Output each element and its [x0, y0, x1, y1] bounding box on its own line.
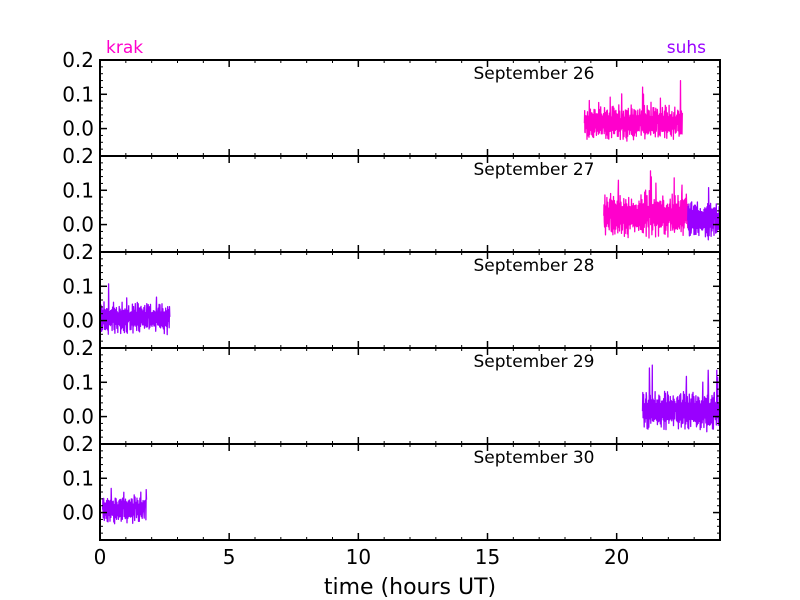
series-line-suhs-panel-5	[101, 487, 148, 525]
y-tick-label: 0.1	[62, 274, 94, 298]
legend-krak-label: krak	[106, 38, 143, 58]
y-tick-label: 0.2	[62, 48, 94, 72]
series-line-suhs-panel-2	[687, 187, 721, 241]
panel-5: September 30 0.0 0.1 0.2	[62, 432, 721, 541]
panel-title: September 30	[473, 448, 594, 468]
panel-frame	[99, 251, 721, 349]
panel-frame	[99, 347, 721, 445]
panel-4: September 29 0.0 0.1 0.2	[62, 336, 721, 445]
y-tick-label: 0.1	[62, 466, 94, 490]
y-tick-label: 0.1	[62, 178, 94, 202]
series-line-krak-panel-2	[603, 170, 689, 239]
x-tick-label: 15	[475, 545, 500, 569]
y-tick-label: 0.2	[62, 432, 94, 456]
x-tick-label: 0	[94, 545, 107, 569]
y-tick-label: 0.0	[62, 405, 94, 429]
y-tick-label: 0.2	[62, 144, 94, 168]
y-tick-label: 0.2	[62, 240, 94, 264]
panel-title: September 26	[473, 64, 594, 84]
y-tick-label: 0.1	[62, 370, 94, 394]
panel-2: September 27 0.0 0.1 0.2	[62, 144, 721, 253]
y-tick-label: 0.0	[62, 309, 94, 333]
panel-title: September 28	[473, 256, 594, 276]
panel-1: September 26 0.0 0.1 0.2	[62, 48, 721, 157]
series-line-krak-panel-1	[583, 79, 684, 142]
series-line-suhs-panel-4	[641, 364, 721, 433]
y-tick-label: 0.2	[62, 336, 94, 360]
panel-title: September 29	[473, 352, 594, 372]
series-line-suhs-panel-3	[99, 283, 171, 336]
x-tick-label: 10	[346, 545, 371, 569]
x-tick-label: 20	[604, 545, 629, 569]
panel-title: September 27	[473, 160, 594, 180]
x-tick-label: 5	[223, 545, 236, 569]
panel-frame	[99, 443, 721, 541]
y-tick-label: 0.0	[62, 117, 94, 141]
y-tick-label: 0.1	[62, 82, 94, 106]
panel-3: September 28 0.0 0.1 0.2	[62, 240, 721, 349]
x-axis-label: time (hours UT)	[324, 575, 496, 600]
legend-suhs-label: suhs	[667, 38, 706, 58]
y-tick-label: 0.0	[62, 501, 94, 525]
y-tick-label: 0.0	[62, 213, 94, 237]
